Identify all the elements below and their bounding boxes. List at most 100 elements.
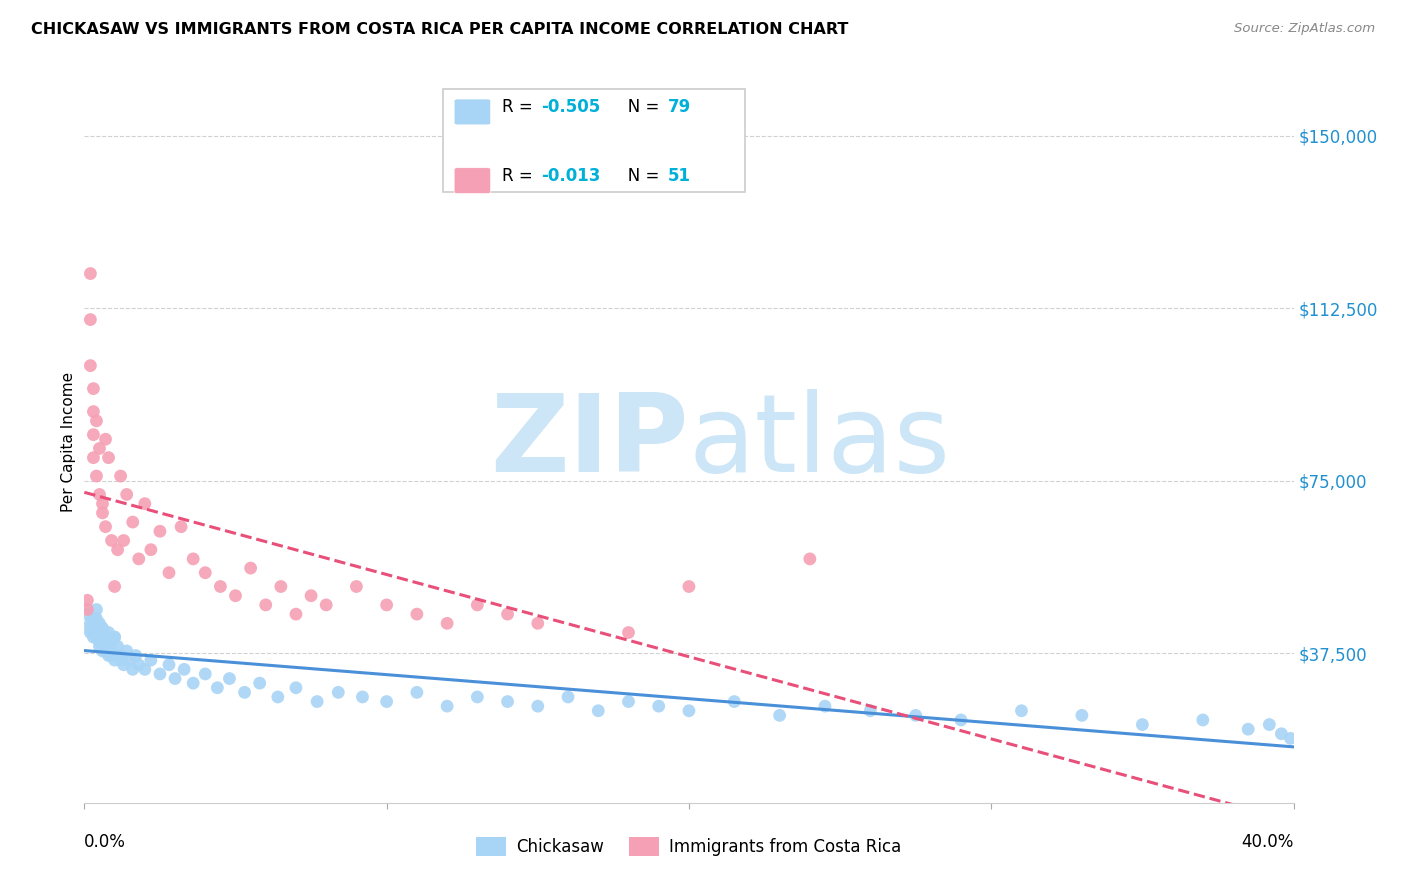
Point <box>165 672 187 686</box>
Point <box>299 589 322 603</box>
Point <box>239 561 262 575</box>
Point <box>104 630 127 644</box>
Point <box>115 644 138 658</box>
Point <box>436 616 458 631</box>
Point <box>352 690 374 704</box>
Point <box>678 704 700 718</box>
Point <box>94 432 117 446</box>
Point <box>225 589 247 603</box>
Point <box>950 713 973 727</box>
Point <box>125 648 148 663</box>
Legend: Chickasaw, Immigrants from Costa Rica: Chickasaw, Immigrants from Costa Rica <box>470 830 908 863</box>
Point <box>157 566 180 580</box>
Point <box>173 662 195 676</box>
Point <box>139 653 162 667</box>
Text: 0.0%: 0.0% <box>84 833 127 851</box>
Point <box>79 312 101 326</box>
Point <box>82 630 104 644</box>
Point <box>79 621 101 635</box>
Point <box>139 542 162 557</box>
Point <box>86 414 108 428</box>
Point <box>496 607 519 621</box>
Point <box>467 598 489 612</box>
Point <box>267 690 290 704</box>
Point <box>91 621 114 635</box>
Point <box>406 607 429 621</box>
Point <box>86 630 108 644</box>
Point <box>97 648 120 663</box>
Point <box>79 267 101 281</box>
Point <box>375 694 398 708</box>
Point <box>617 694 640 708</box>
Point <box>121 515 143 529</box>
Point <box>107 542 129 557</box>
Point <box>375 598 398 612</box>
Point <box>194 566 217 580</box>
Point <box>86 612 108 626</box>
Point <box>110 653 132 667</box>
Point <box>328 685 350 699</box>
Point <box>79 359 101 373</box>
Point <box>104 630 127 644</box>
Point <box>97 634 120 648</box>
Text: atlas: atlas <box>689 389 950 494</box>
Point <box>79 625 101 640</box>
Point <box>723 694 745 708</box>
Point <box>207 681 229 695</box>
Text: 40.0%: 40.0% <box>1241 833 1294 851</box>
Point <box>527 699 550 714</box>
Point <box>134 497 156 511</box>
Point <box>496 694 519 708</box>
Point <box>769 708 792 723</box>
Point <box>181 552 204 566</box>
Point <box>557 690 579 704</box>
Point <box>79 616 101 631</box>
Point <box>104 580 127 594</box>
Point <box>94 644 117 658</box>
Point <box>1011 704 1033 718</box>
Point <box>285 681 308 695</box>
Text: R =: R = <box>502 167 538 186</box>
Point <box>617 625 640 640</box>
Point <box>107 640 129 654</box>
Point <box>1130 717 1153 731</box>
Text: N =: N = <box>612 167 664 186</box>
Point <box>82 382 104 396</box>
Point <box>128 657 150 672</box>
Point <box>94 640 117 654</box>
Text: 51: 51 <box>668 167 690 186</box>
Point <box>112 533 135 548</box>
Text: R =: R = <box>502 98 538 117</box>
Text: -0.013: -0.013 <box>541 167 600 186</box>
Point <box>1258 717 1281 731</box>
Point <box>218 672 240 686</box>
Point <box>814 699 837 714</box>
Text: 79: 79 <box>668 98 692 117</box>
Point <box>194 667 217 681</box>
Point <box>86 602 108 616</box>
Point <box>100 648 122 663</box>
Point <box>89 487 111 501</box>
Point <box>134 662 156 676</box>
Point <box>270 580 292 594</box>
Point <box>121 662 143 676</box>
Point <box>1237 722 1260 736</box>
Point <box>100 533 122 548</box>
Point <box>82 427 104 442</box>
Point <box>89 616 111 631</box>
Point <box>1270 727 1292 741</box>
Point <box>1279 731 1302 746</box>
Point <box>249 676 271 690</box>
Point <box>859 704 882 718</box>
Point <box>128 552 150 566</box>
Point <box>91 644 114 658</box>
Point <box>89 634 111 648</box>
Point <box>346 580 368 594</box>
Point <box>149 524 172 539</box>
Point <box>648 699 671 714</box>
Point <box>209 580 232 594</box>
Point <box>588 704 610 718</box>
Point <box>82 450 104 465</box>
Point <box>86 469 108 483</box>
Point <box>436 699 458 714</box>
